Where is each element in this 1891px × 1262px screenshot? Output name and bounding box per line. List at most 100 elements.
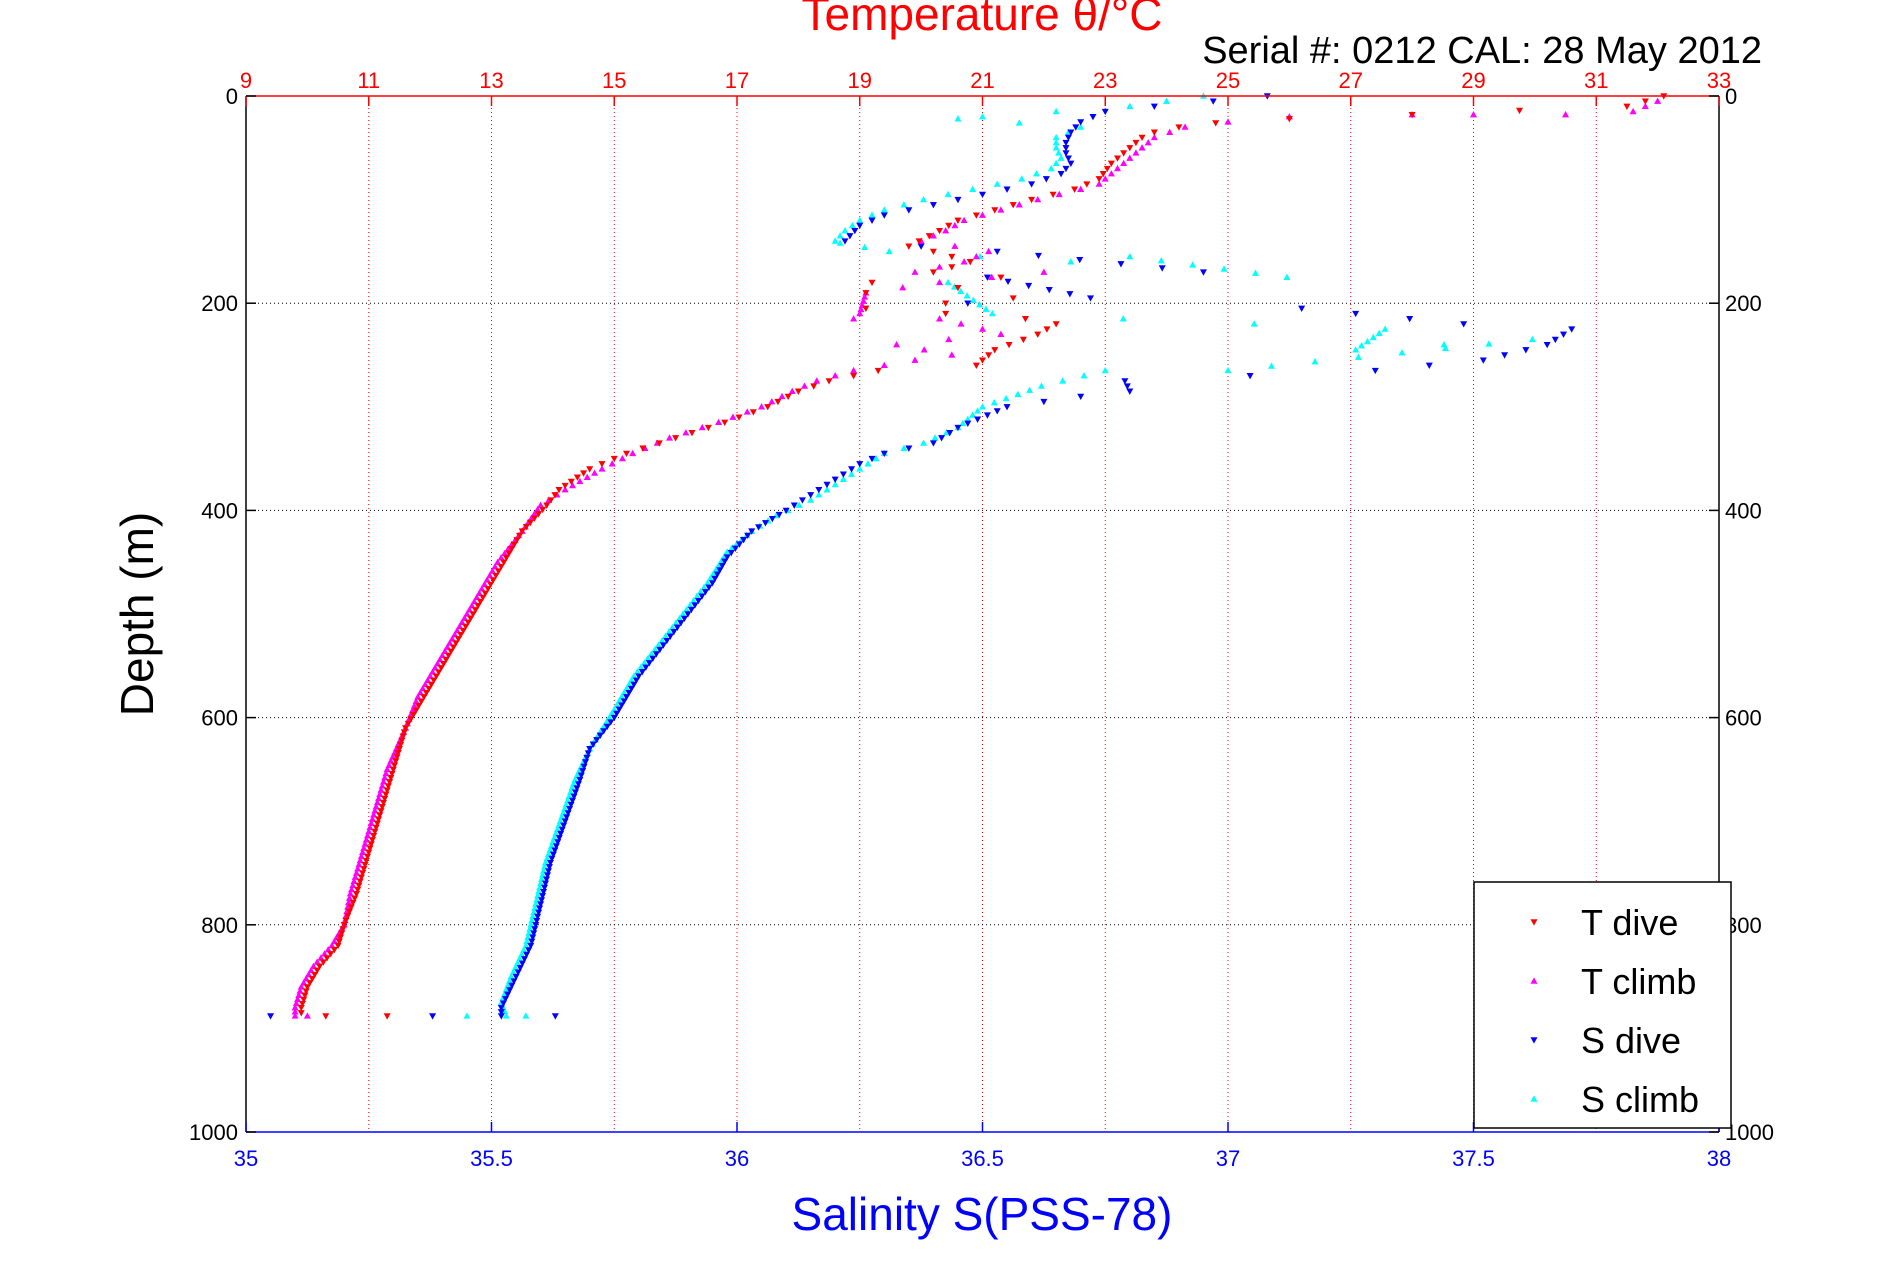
data-point — [1067, 160, 1075, 167]
data-point — [419, 684, 427, 692]
data-point — [1560, 331, 1568, 338]
data-point — [1543, 341, 1551, 349]
data-point — [367, 841, 375, 848]
data-point — [618, 702, 626, 709]
data-point — [486, 571, 494, 579]
data-point — [1285, 116, 1293, 123]
data-point — [571, 789, 579, 796]
data-point — [944, 278, 952, 286]
data-point — [371, 828, 379, 836]
data-point — [645, 660, 653, 667]
data-point — [761, 520, 769, 527]
data-point — [327, 951, 335, 958]
data-point — [856, 309, 864, 317]
data-point — [552, 843, 560, 850]
data-point — [438, 651, 446, 659]
data-point — [1132, 139, 1140, 147]
data-point — [1101, 175, 1109, 182]
data-point — [497, 1013, 505, 1020]
salinity-tick-label: 35.5 — [470, 1146, 513, 1171]
data-point — [655, 440, 663, 447]
data-point — [425, 685, 433, 693]
data-point — [313, 967, 321, 975]
data-point — [954, 115, 962, 122]
data-point — [848, 221, 856, 229]
data-point — [848, 470, 856, 477]
data-point — [1071, 186, 1079, 193]
data-point — [715, 418, 723, 426]
data-point — [900, 444, 908, 451]
data-point — [300, 979, 308, 986]
data-point — [964, 300, 972, 307]
data-point — [354, 886, 362, 894]
data-point — [554, 839, 562, 846]
data-point — [856, 216, 864, 224]
data-point — [510, 978, 518, 985]
data-point — [386, 779, 394, 786]
data-point — [598, 465, 606, 472]
data-point — [610, 714, 618, 722]
data-point — [1311, 358, 1319, 365]
data-point — [682, 429, 690, 436]
data-point — [388, 770, 396, 778]
data-point — [360, 866, 368, 873]
data-point — [516, 532, 524, 540]
data-point — [528, 938, 536, 945]
data-point — [625, 690, 633, 697]
data-point — [1138, 144, 1146, 151]
depth-tick-label-right: 200 — [1725, 291, 1762, 316]
series-t-dive — [297, 93, 1668, 1020]
data-point — [557, 830, 565, 838]
data-point — [1099, 171, 1107, 178]
data-point — [718, 562, 726, 570]
data-point — [978, 325, 987, 332]
data-point — [790, 502, 798, 509]
data-point — [298, 1000, 306, 1008]
data-point — [831, 480, 839, 488]
depth-tick-label-left: 1000 — [189, 1120, 238, 1145]
data-point — [946, 429, 954, 437]
data-point — [291, 1012, 299, 1019]
data-point — [862, 305, 870, 312]
data-point — [698, 423, 706, 431]
data-point — [1077, 393, 1085, 401]
data-point — [942, 227, 950, 234]
data-point — [543, 502, 551, 509]
legend-marker — [1530, 977, 1538, 984]
depth-tick-label-left: 400 — [201, 498, 238, 523]
data-point — [1246, 373, 1254, 380]
data-point — [1352, 310, 1360, 318]
data-point — [522, 1012, 530, 1019]
y-axis-label: Depth (m) — [111, 512, 163, 716]
data-point — [569, 481, 577, 489]
data-point — [851, 227, 859, 235]
data-point — [807, 496, 815, 503]
data-point — [342, 917, 350, 924]
data-point — [872, 454, 880, 462]
data-point — [775, 511, 783, 519]
data-point — [499, 1000, 507, 1007]
data-point — [378, 803, 386, 811]
data-point — [407, 716, 415, 723]
data-point — [755, 524, 763, 531]
data-point — [310, 962, 318, 969]
data-point — [948, 264, 956, 271]
data-point — [1005, 341, 1013, 349]
data-point — [974, 416, 982, 423]
data-point — [900, 201, 908, 208]
data-point — [383, 1013, 391, 1020]
data-point — [642, 664, 650, 671]
data-point — [389, 766, 397, 774]
data-point — [495, 568, 503, 575]
data-point — [831, 237, 839, 244]
data-point — [1009, 202, 1017, 209]
data-point — [1209, 98, 1217, 105]
data-point — [1055, 190, 1063, 198]
data-point — [1562, 111, 1570, 118]
data-point — [435, 669, 443, 676]
data-point — [603, 723, 611, 731]
data-point — [1052, 107, 1060, 115]
data-point — [1212, 120, 1220, 127]
data-point — [665, 434, 673, 441]
data-point — [1199, 269, 1207, 276]
